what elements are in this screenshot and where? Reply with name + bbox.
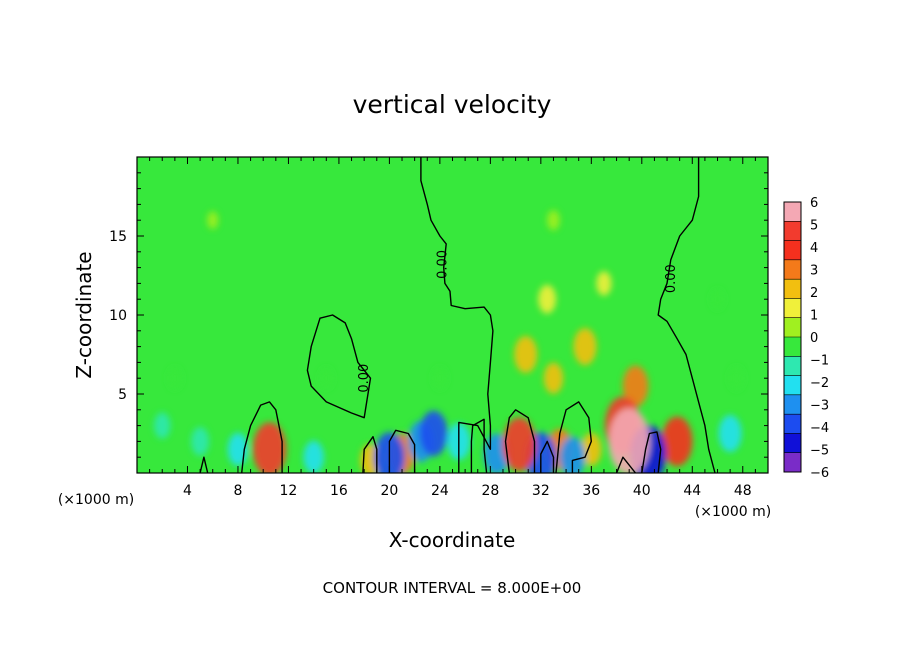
x-axis: 4 8 12 16 20 24 28 32 36 40 44 48 bbox=[149, 157, 756, 499]
field-feature-21 bbox=[622, 365, 649, 407]
colorbar-tick-label: −2 bbox=[810, 376, 829, 391]
plot-area: 0.00 0.000.00 4 8 12 16 20 24 28 32 36 40 44 48 5101… bbox=[109, 156, 769, 499]
colorbar: 6 5 4 3 2 1 0 −1 −2 −3 −4 −5 −6 bbox=[783, 196, 829, 481]
zero-contour-1 bbox=[657, 157, 716, 473]
x-tick-label: 24 bbox=[431, 483, 449, 499]
zero-contour-9 bbox=[555, 401, 592, 473]
colorbar-swatch-7 bbox=[784, 337, 801, 357]
contour-label-1: 0.00 bbox=[664, 264, 679, 293]
colorbar-tick-label: −3 bbox=[810, 399, 829, 414]
x-tick-label: 20 bbox=[380, 483, 398, 499]
zero-contour-2 bbox=[306, 314, 372, 419]
colorbar-tick-label: −6 bbox=[810, 466, 829, 481]
colorbar-swatch-8 bbox=[784, 356, 801, 377]
x-tick-label: 32 bbox=[532, 483, 550, 499]
field-feature-13 bbox=[581, 432, 602, 466]
y-tick-label: 15 bbox=[109, 229, 127, 245]
zero-contour-10 bbox=[641, 431, 662, 473]
field-feature-2 bbox=[320, 368, 333, 389]
colorbar-tick-label: 2 bbox=[810, 286, 818, 301]
field-feature-7 bbox=[596, 271, 612, 296]
zero-contour-3 bbox=[241, 401, 283, 473]
field-feature-15 bbox=[303, 440, 324, 473]
plot-background bbox=[137, 157, 768, 473]
field-feature-25 bbox=[559, 436, 586, 473]
field-feature-5 bbox=[433, 367, 447, 389]
zero-contour-0 bbox=[420, 157, 494, 473]
colorbar-swatch-1 bbox=[784, 221, 801, 242]
field-feature-30 bbox=[252, 422, 287, 473]
field-feature-9 bbox=[538, 284, 557, 314]
colorbar-swatch-2 bbox=[784, 240, 801, 261]
colorbar-swatch-3 bbox=[784, 259, 801, 280]
field-feature-34 bbox=[608, 408, 650, 473]
colorbar-tick-label: 6 bbox=[810, 196, 818, 211]
y-axis-label: Z-coordinate bbox=[72, 251, 96, 378]
field-feature-0 bbox=[207, 211, 219, 230]
colorbar-tick-label: −1 bbox=[810, 354, 829, 369]
colorbar-swatch-9 bbox=[784, 375, 801, 396]
field-feature-10 bbox=[191, 427, 210, 456]
field-feature-17 bbox=[573, 328, 597, 366]
zero-contour-8 bbox=[540, 440, 555, 473]
x-tick-label: 4 bbox=[183, 483, 192, 499]
field-feature-11 bbox=[543, 362, 564, 394]
field-feature-14 bbox=[227, 432, 249, 466]
colorbar-swatch-5 bbox=[784, 298, 801, 319]
zero-contour-7 bbox=[504, 409, 536, 473]
contour-interval-annotation: CONTOUR INTERVAL = 8.000E+00 bbox=[323, 579, 582, 597]
x-tick-label: 28 bbox=[481, 483, 499, 499]
field-feature-27 bbox=[661, 416, 693, 467]
colorbar-tick-label: 0 bbox=[810, 331, 818, 346]
x-tick-label: 48 bbox=[734, 483, 752, 499]
x-unit-left: (×1000 m) bbox=[58, 492, 134, 508]
colorbar-tick-label: 5 bbox=[810, 219, 818, 234]
colorbar-swatch-13 bbox=[784, 452, 801, 473]
field-feature-8 bbox=[154, 412, 171, 439]
y-tick-label: 10 bbox=[109, 308, 127, 324]
field-feature-1 bbox=[711, 289, 724, 309]
colorbar-tick-label: −4 bbox=[810, 421, 829, 436]
field-feature-19 bbox=[718, 415, 742, 452]
x-tick-label: 36 bbox=[582, 483, 600, 499]
x-tick-label: 16 bbox=[330, 483, 348, 499]
colorbar-swatch-4 bbox=[784, 279, 801, 299]
x-tick-label: 40 bbox=[633, 483, 651, 499]
x-unit-right: (×1000 m) bbox=[695, 504, 771, 520]
y-tick-label: 5 bbox=[118, 387, 127, 403]
colorbar-swatch-12 bbox=[784, 433, 801, 454]
colorbar-swatch-11 bbox=[784, 414, 801, 434]
x-axis-label: X-coordinate bbox=[389, 528, 516, 552]
colorbar-swatch-10 bbox=[784, 394, 801, 415]
x-tick-label: 44 bbox=[683, 483, 701, 499]
colorbar-tick-label: 1 bbox=[810, 309, 818, 324]
colorbar-swatch-6 bbox=[784, 317, 801, 338]
field-feature-3 bbox=[547, 210, 560, 231]
field-feature-4 bbox=[168, 367, 182, 389]
colorbar-swatch-0 bbox=[784, 202, 801, 222]
colorbar-tick-label: 4 bbox=[810, 241, 818, 256]
x-tick-label: 12 bbox=[280, 483, 298, 499]
field-feature-26 bbox=[419, 410, 448, 457]
colorbar-tick-label: −5 bbox=[810, 444, 829, 459]
zero-contour-6 bbox=[470, 418, 488, 473]
field-feature-16 bbox=[514, 336, 538, 373]
x-tick-label: 8 bbox=[233, 483, 242, 499]
zero-contour-12 bbox=[615, 456, 637, 473]
zero-contour-4 bbox=[362, 436, 378, 473]
zero-contour-11 bbox=[199, 456, 209, 473]
contour-label-2: 0.00 bbox=[357, 364, 372, 393]
field-feature-31 bbox=[502, 417, 537, 472]
zero-contour-5 bbox=[388, 429, 416, 473]
chart-title: vertical velocity bbox=[353, 90, 552, 119]
y-axis: 5 10 15 bbox=[109, 172, 768, 458]
field-feature-6 bbox=[729, 366, 744, 390]
contour-label-0: 0.00 bbox=[435, 250, 450, 279]
colorbar-tick-label: 3 bbox=[810, 264, 818, 279]
contour-labels: 0.00 0.00 0.00 bbox=[357, 250, 679, 393]
zero-contours bbox=[199, 157, 716, 473]
